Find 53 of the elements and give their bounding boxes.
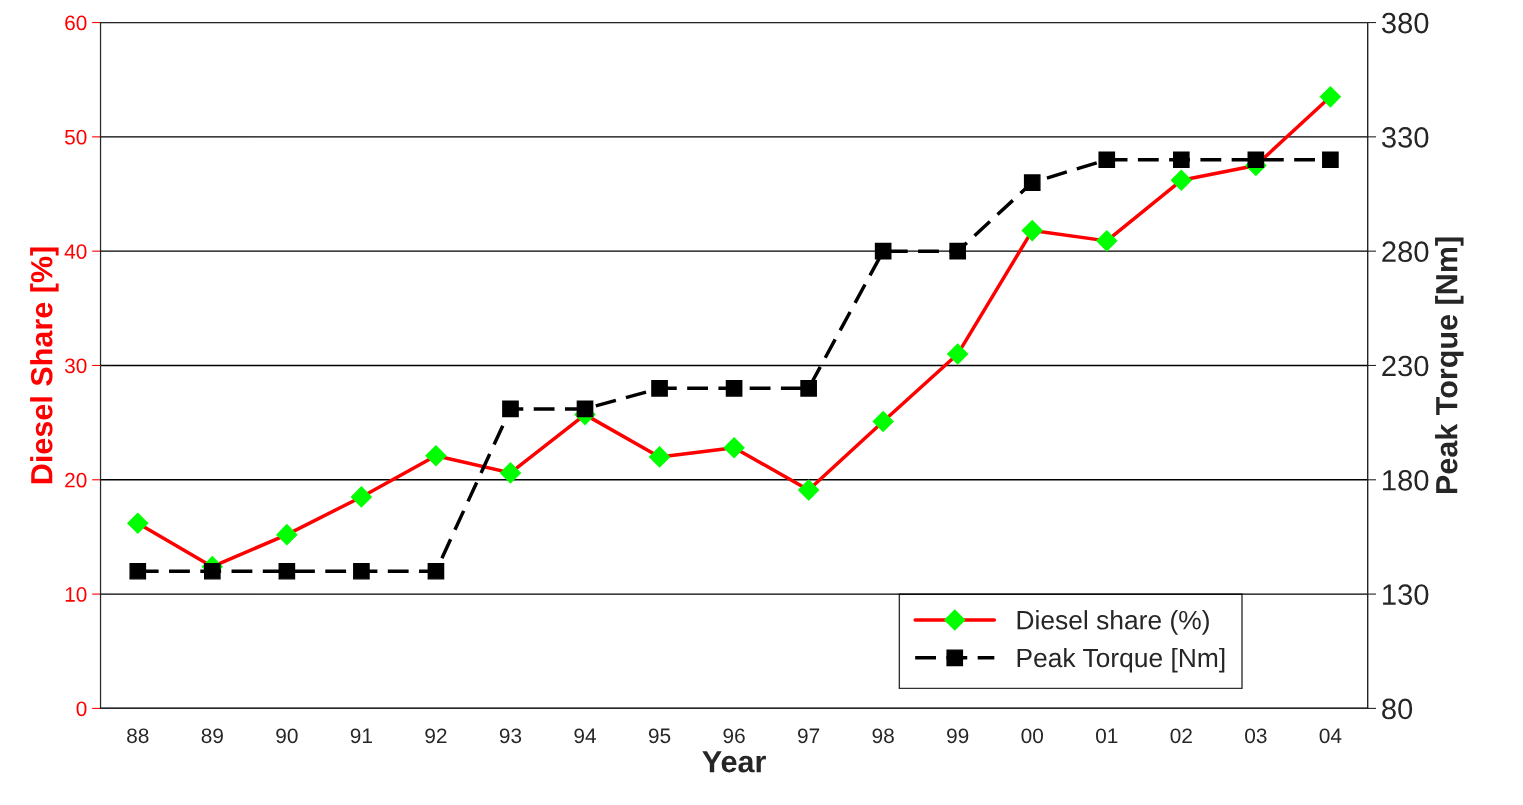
- point: [1172, 151, 1190, 169]
- y-tick-label: 30: [64, 358, 87, 374]
- x-tick-label: 98: [872, 728, 894, 744]
- y2-tick-label: 180: [1383, 469, 1429, 491]
- x-tick-label: 02: [1170, 728, 1192, 744]
- point: [427, 562, 445, 580]
- y-tick-label: 20: [65, 472, 87, 488]
- point: [353, 562, 370, 580]
- y-tick-label: 60: [65, 15, 87, 31]
- y2-tick-label: 230: [1382, 355, 1429, 377]
- point: [576, 400, 594, 418]
- y-tick-label: 10: [65, 587, 87, 602]
- point: [949, 242, 967, 260]
- point: [725, 379, 743, 397]
- x-tick-label: 93: [499, 728, 522, 744]
- x-tick-label: 04: [1319, 728, 1342, 744]
- point: [278, 562, 296, 580]
- y2-axis-title: Peak Torque [Nm]: [1435, 237, 1464, 494]
- y2-tick-label: 280: [1382, 241, 1429, 263]
- y2-tick-label: 130: [1383, 584, 1429, 605]
- point: [1322, 151, 1339, 169]
- y-axis-title: Diesel Share [%]: [30, 247, 59, 484]
- x-tick-label: 90: [276, 728, 298, 744]
- x-tick-label: 94: [574, 728, 596, 744]
- x-tick-label: 96: [723, 728, 745, 744]
- y-tick-label: 40: [64, 244, 87, 259]
- x-tick-label: 88: [127, 728, 149, 744]
- point: [1023, 174, 1041, 191]
- point: [651, 379, 668, 397]
- legend-label: Peak Torque [Nm]: [1017, 647, 1225, 673]
- point: [129, 562, 147, 580]
- x-tick-label: 03: [1245, 728, 1267, 744]
- y2-tick-label: 380: [1381, 12, 1429, 34]
- legend-label: Diesel share (%): [1017, 610, 1209, 635]
- x-tick-label: 99: [947, 728, 969, 744]
- y2-tick-label: 330: [1381, 127, 1429, 148]
- x-tick-label: 92: [425, 728, 447, 744]
- x-tick-label: 91: [350, 728, 372, 744]
- point: [1098, 151, 1116, 169]
- x-tick-label: 01: [1096, 728, 1118, 744]
- point: [502, 400, 519, 418]
- point: [203, 562, 221, 580]
- y-tick-label: 0: [76, 701, 87, 717]
- x-tick-label: 97: [798, 728, 820, 744]
- x-tick-label: 89: [201, 728, 223, 744]
- point: [1247, 151, 1265, 169]
- y2-tick-label: 80: [1382, 698, 1413, 720]
- x-axis-title: Year: [702, 751, 766, 773]
- y-tick-label: 50: [64, 129, 87, 145]
- x-tick-label: 95: [648, 728, 671, 744]
- x-tick-label: 00: [1021, 728, 1044, 744]
- point: [800, 379, 817, 397]
- point: [874, 242, 892, 260]
